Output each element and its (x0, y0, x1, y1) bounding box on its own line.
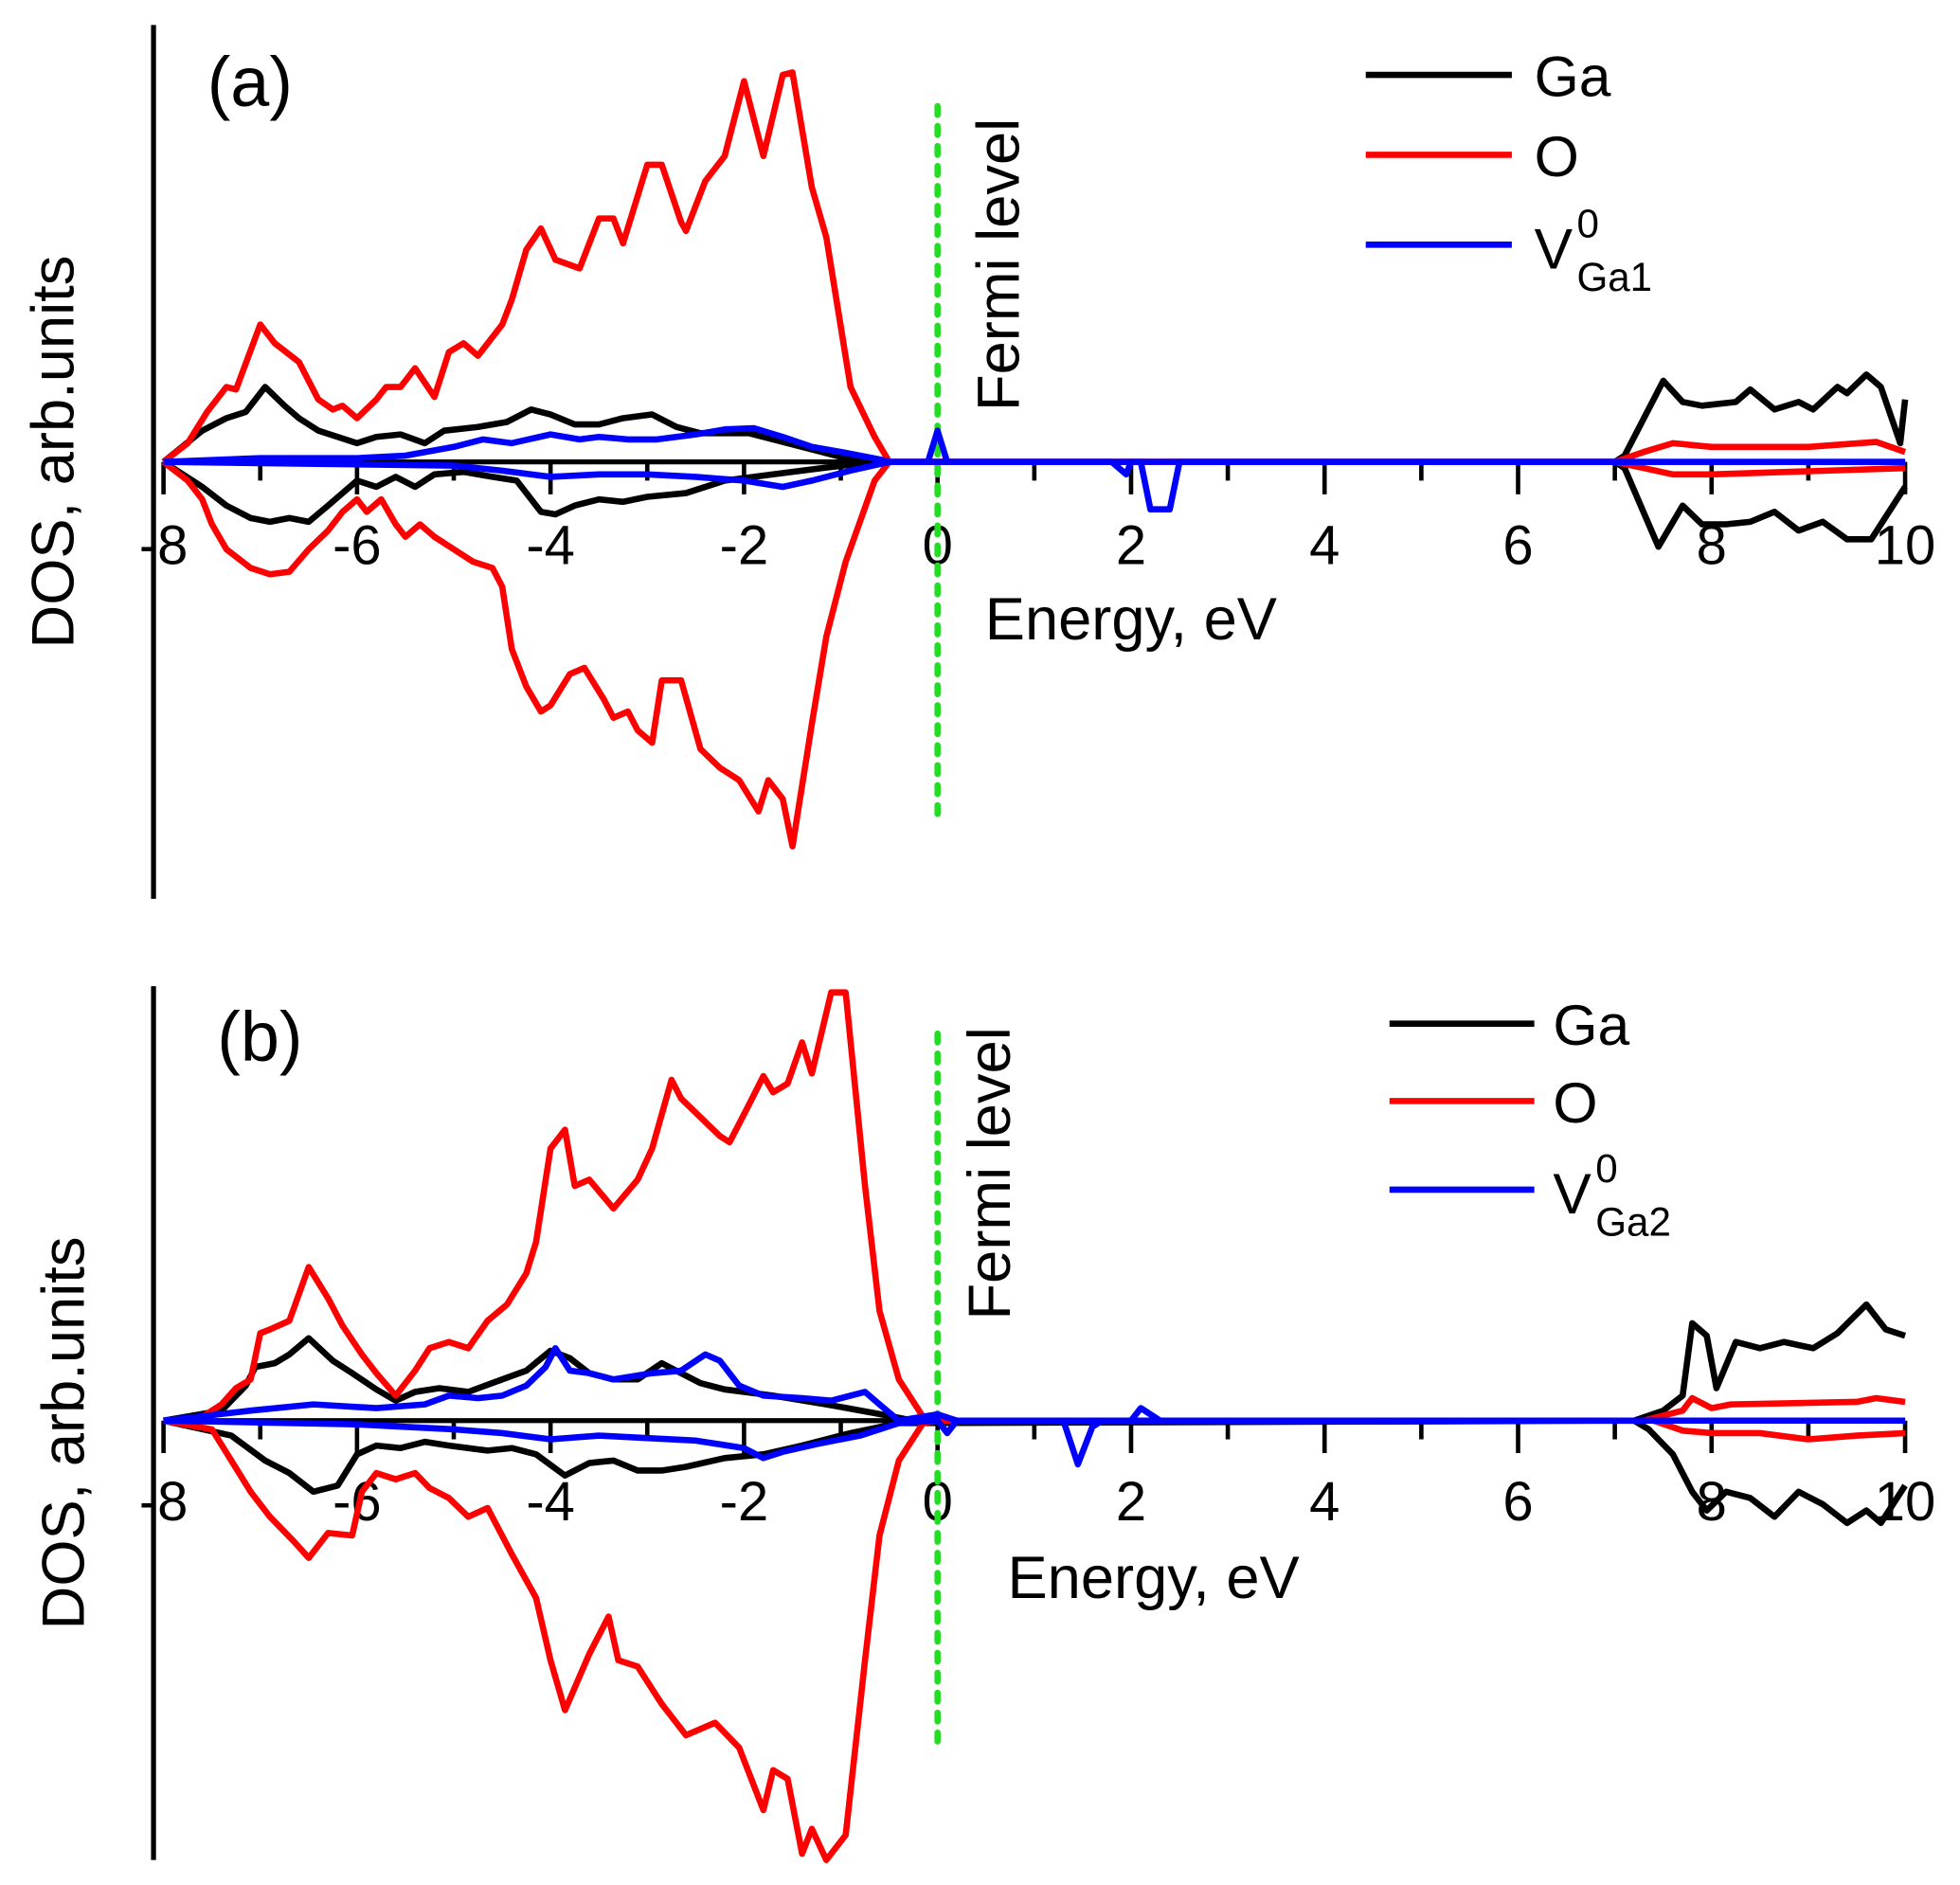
series-o-spin-down (161, 458, 1906, 850)
series-ga-spin-down (161, 458, 1908, 550)
series-ga-spin-up (163, 1301, 1907, 1425)
x-axis-label-b: Energy, eV (1007, 1545, 1299, 1611)
legend-label-ga: Ga (1553, 993, 1629, 1057)
x-tick-label: -2 (720, 516, 769, 577)
x-tick-label: -8 (139, 1472, 189, 1533)
x-tick-label: 10 (1875, 516, 1935, 577)
legend-label-vga2-main: V (1553, 1161, 1591, 1226)
y-axis-label-a: DOS, arb.units (21, 256, 87, 649)
x-tick-label: 6 (1502, 1472, 1533, 1533)
legend-label-vga2: V 0 Ga2 (1553, 1146, 1670, 1245)
series-ga-spin-down (162, 1417, 1908, 1527)
legend-label-o: O (1553, 1070, 1597, 1135)
legend-label-vga1: V 0 Ga1 (1535, 201, 1652, 299)
series-v0-ga1-spin-down (163, 458, 1906, 512)
legend-label-vga1-main: V (1535, 216, 1573, 280)
x-tick-label: -2 (720, 1472, 769, 1533)
plot-area-a: -8-6-4-20246810 (139, 25, 1935, 899)
x-tick-label: -6 (333, 516, 382, 577)
x-tick-label: 4 (1309, 1472, 1340, 1533)
series-v0-ga2-spin-down (163, 1417, 1906, 1468)
x-tick-label: -4 (526, 1472, 575, 1533)
x-tick-label: 6 (1502, 516, 1533, 577)
legend-label-vga2-sub: Ga2 (1595, 1200, 1671, 1245)
fermi-level-annotation-a: Fermi level (965, 118, 1032, 411)
x-axis-label-a: Energy, eV (985, 586, 1277, 653)
legend-label-vga1-sup: 0 (1576, 201, 1598, 245)
fermi-level-annotation-b: Fermi level (957, 1027, 1023, 1320)
x-tick-label: 4 (1309, 516, 1340, 577)
x-tick-label: -8 (139, 516, 189, 577)
panel-label-a: (a) (207, 43, 293, 121)
legend-label-o: O (1535, 124, 1579, 188)
plot-area-b: -8-6-4-20246810 (139, 986, 1935, 1863)
series-o-spin-up (161, 69, 1907, 465)
series-o-spin-down (163, 1417, 1906, 1863)
series-ga-spin-up (161, 371, 1909, 465)
x-tick-label: 2 (1116, 516, 1146, 577)
legend-label-vga2-sup: 0 (1595, 1146, 1617, 1191)
x-tick-label: -4 (526, 516, 575, 577)
panel-a: -8-6-4-20246810 (a) Energy, eV DOS, arb.… (21, 25, 1935, 899)
x-tick-label: 2 (1116, 1472, 1146, 1533)
legend-b: Ga O V 0 Ga2 (1389, 993, 1671, 1245)
legend-a: Ga O V 0 Ga1 (1365, 44, 1652, 299)
legend-label-vga1-sub: Ga1 (1576, 255, 1652, 299)
panel-label-b: (b) (217, 997, 302, 1076)
legend-label-ga: Ga (1535, 44, 1611, 108)
panel-b: -8-6-4-20246810 (b) Energy, eV DOS, arb.… (30, 986, 1935, 1863)
series-v0-ga2-spin-up (163, 1345, 1906, 1425)
y-axis-label-b: DOS, arb.units (30, 1237, 97, 1630)
